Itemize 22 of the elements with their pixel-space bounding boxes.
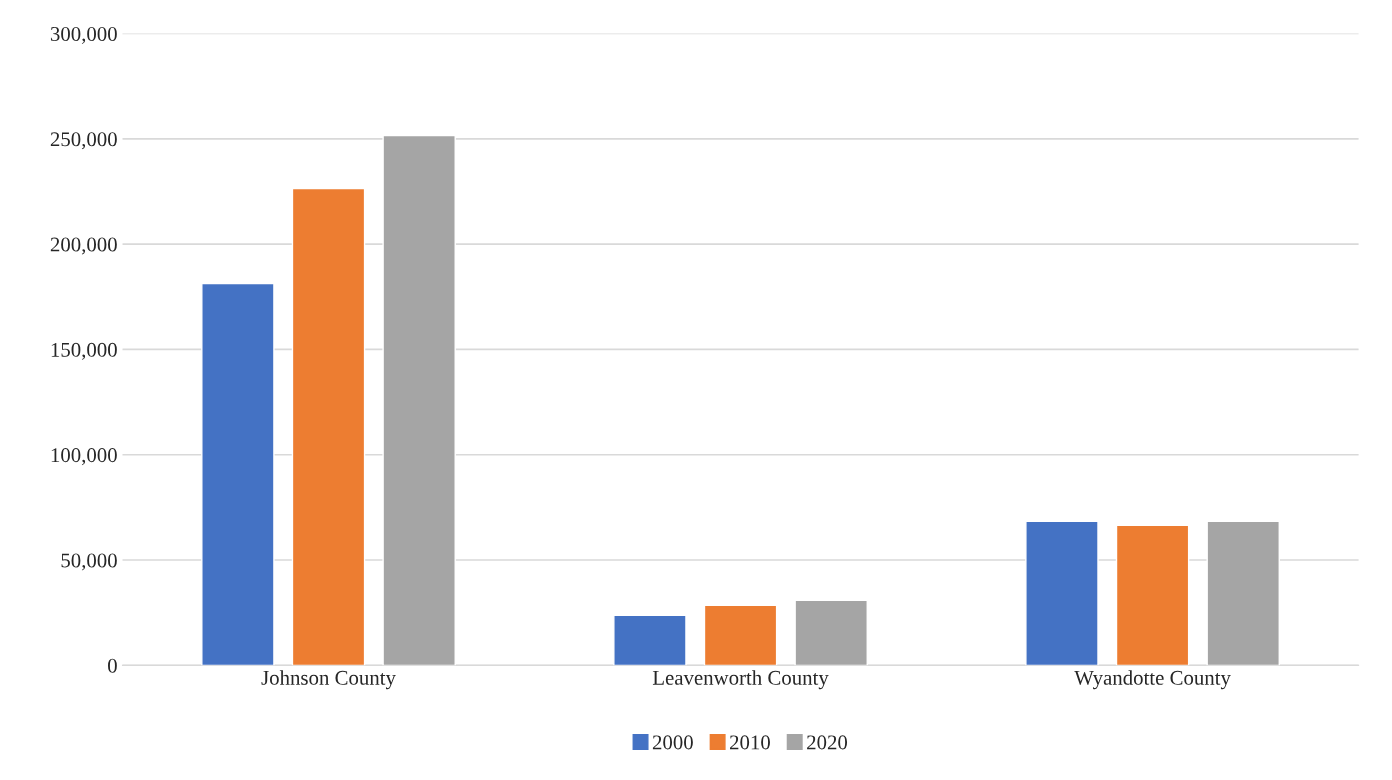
y-tick-label: 50,000 — [61, 553, 117, 571]
bar — [794, 599, 868, 666]
x-tick-label: Wyandotte County — [1074, 670, 1231, 690]
bar — [291, 187, 366, 666]
y-tick-label: 300,000 — [50, 26, 117, 44]
bar — [1206, 520, 1280, 666]
y-tick-label: 0 — [108, 658, 117, 673]
y-tick-label: 150,000 — [51, 342, 117, 360]
bar — [1025, 520, 1099, 666]
bar — [613, 614, 687, 666]
legend-label: 2020 — [807, 735, 848, 750]
y-tick-label: 100,000 — [51, 448, 117, 466]
legend-label: 2010 — [730, 735, 770, 750]
bar — [1115, 524, 1190, 666]
y-tick-label: 200,000 — [50, 237, 117, 255]
bar — [382, 134, 456, 666]
x-tick-label: Leavenworth County — [652, 670, 829, 690]
bar — [703, 604, 778, 666]
y-tick-label: 250,000 — [50, 132, 117, 150]
bar — [201, 282, 275, 666]
legend-label: 2000 — [652, 735, 693, 750]
x-tick-label: Johnson County — [261, 670, 396, 690]
